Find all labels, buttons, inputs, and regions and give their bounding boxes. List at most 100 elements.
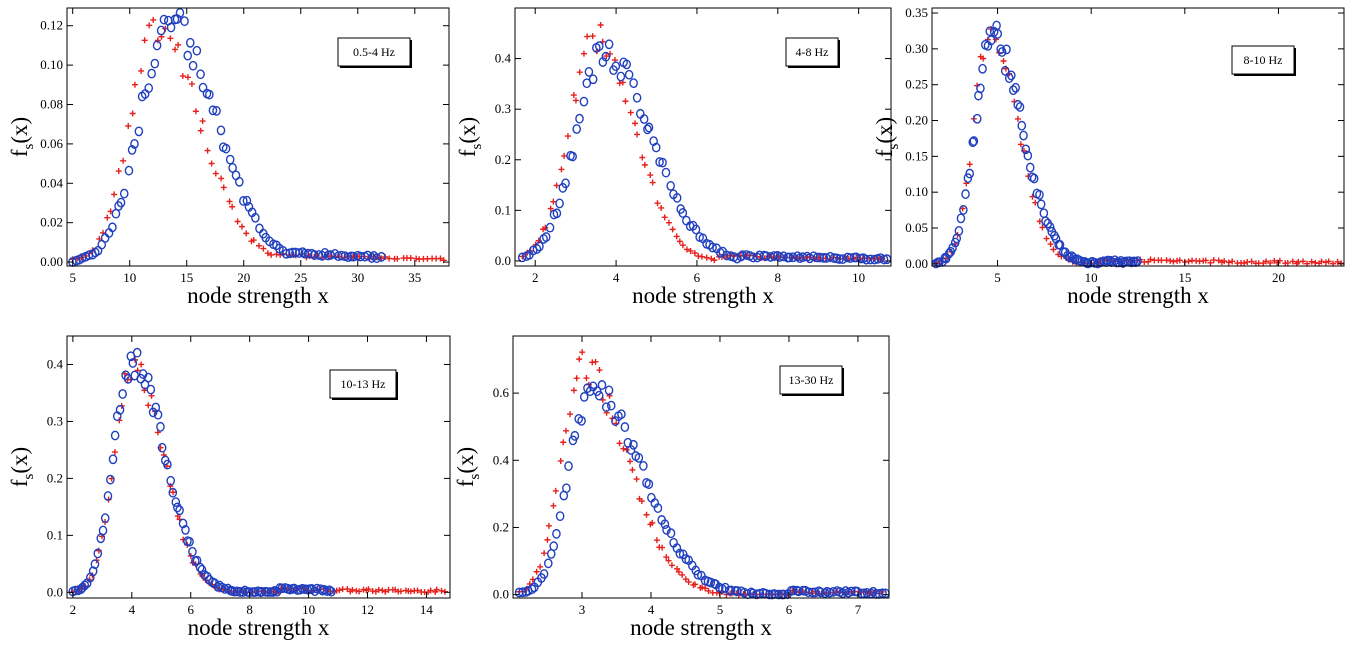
data-point <box>661 214 668 221</box>
data-point <box>1248 258 1255 265</box>
data-point <box>659 544 666 551</box>
series-circle-panel-5 <box>514 380 890 600</box>
data-point <box>552 208 562 219</box>
data-point <box>550 198 557 205</box>
data-point <box>691 224 701 235</box>
data-point <box>693 569 703 580</box>
y-axis-label: fs(x) <box>7 447 37 487</box>
x-tick-label: 5 <box>717 602 724 617</box>
data-point <box>552 487 559 494</box>
data-point <box>1202 257 1209 264</box>
data-point <box>1036 199 1046 210</box>
y-tick-label: 0.08 <box>40 97 63 112</box>
y-tick-label: 0.3 <box>47 413 63 428</box>
y-tick-label: 0.06 <box>40 136 63 151</box>
data-point <box>80 580 90 591</box>
data-point <box>577 415 586 426</box>
data-point <box>676 238 683 245</box>
data-point <box>665 557 672 564</box>
data-point <box>632 92 642 103</box>
data-point <box>188 80 195 87</box>
data-point <box>675 548 685 559</box>
x-tick-label: 8 <box>775 270 782 285</box>
data-point <box>1114 257 1124 268</box>
data-point <box>131 81 138 88</box>
data-point <box>651 142 661 153</box>
data-point <box>277 583 287 594</box>
data-point <box>672 192 682 203</box>
data-point <box>552 528 561 539</box>
data-point <box>243 230 250 237</box>
data-point <box>427 587 434 594</box>
data-point <box>1041 216 1050 227</box>
data-point <box>1000 58 1007 65</box>
data-point <box>966 161 973 168</box>
data-point <box>1015 102 1025 112</box>
data-point <box>969 136 979 146</box>
data-point <box>617 409 626 420</box>
data-point <box>145 402 152 409</box>
x-tick-label: 4 <box>613 270 620 285</box>
data-point <box>111 191 118 198</box>
data-point <box>835 254 844 265</box>
x-tick-label: 15 <box>180 270 193 285</box>
y-tick-label: 0.05 <box>905 220 928 235</box>
y-tick-label: 0.0 <box>495 253 511 268</box>
data-point <box>675 568 682 575</box>
data-point <box>616 440 623 447</box>
data-point <box>159 14 169 25</box>
data-point <box>1241 260 1248 267</box>
data-point <box>138 67 145 74</box>
data-point <box>846 586 856 597</box>
chart-panel-4: 2 4 6 8 10 12 14 0.0 0.1 0.2 0.3 0.4 node strength x… <box>7 335 451 640</box>
chart-panel-5: 3 4 5 6 7 0.0 0.2 0.4 0.6 node strength x fs(x) 13-… <box>453 335 890 640</box>
data-point <box>192 45 202 56</box>
x-tick-label: 3 <box>579 602 586 617</box>
data-point <box>1276 257 1283 264</box>
data-point <box>736 251 746 262</box>
data-point <box>980 55 987 62</box>
annotation-label: 13-30 Hz <box>789 373 834 387</box>
data-point <box>1176 257 1183 264</box>
annotation-box <box>779 365 843 395</box>
data-point <box>706 577 716 588</box>
data-point <box>188 60 198 71</box>
data-point <box>527 584 537 595</box>
data-point <box>993 28 1003 39</box>
data-point <box>167 483 174 490</box>
data-point <box>268 251 275 258</box>
data-point <box>570 387 577 394</box>
data-point <box>816 587 825 598</box>
data-point <box>647 172 654 179</box>
data-point <box>251 212 260 223</box>
data-point <box>118 389 127 399</box>
data-point <box>579 349 586 356</box>
data-point <box>197 127 204 134</box>
data-point <box>620 422 630 432</box>
data-point <box>148 407 158 418</box>
data-point <box>303 248 313 259</box>
data-point <box>683 246 690 253</box>
data-point <box>588 74 598 85</box>
data-point <box>115 404 125 415</box>
data-point <box>965 168 975 179</box>
data-point <box>629 466 636 473</box>
data-point <box>394 255 401 262</box>
data-point <box>298 247 307 258</box>
x-axis-label: node strength x <box>187 283 329 308</box>
data-point <box>1017 141 1024 148</box>
data-point <box>146 384 156 395</box>
y-tick-label: 0.04 <box>40 175 63 190</box>
x-tick-label: 5 <box>69 270 76 285</box>
data-point <box>144 372 153 383</box>
x-tick-label: 14 <box>420 602 434 617</box>
data-point <box>1013 99 1023 110</box>
x-tick-label: 7 <box>855 602 862 617</box>
data-point <box>208 160 215 167</box>
data-point <box>70 585 80 596</box>
series-circle-panel-2 <box>517 39 892 265</box>
data-point <box>879 254 889 265</box>
plot-frame <box>66 7 450 267</box>
data-point <box>120 157 127 164</box>
data-point <box>1284 259 1291 266</box>
